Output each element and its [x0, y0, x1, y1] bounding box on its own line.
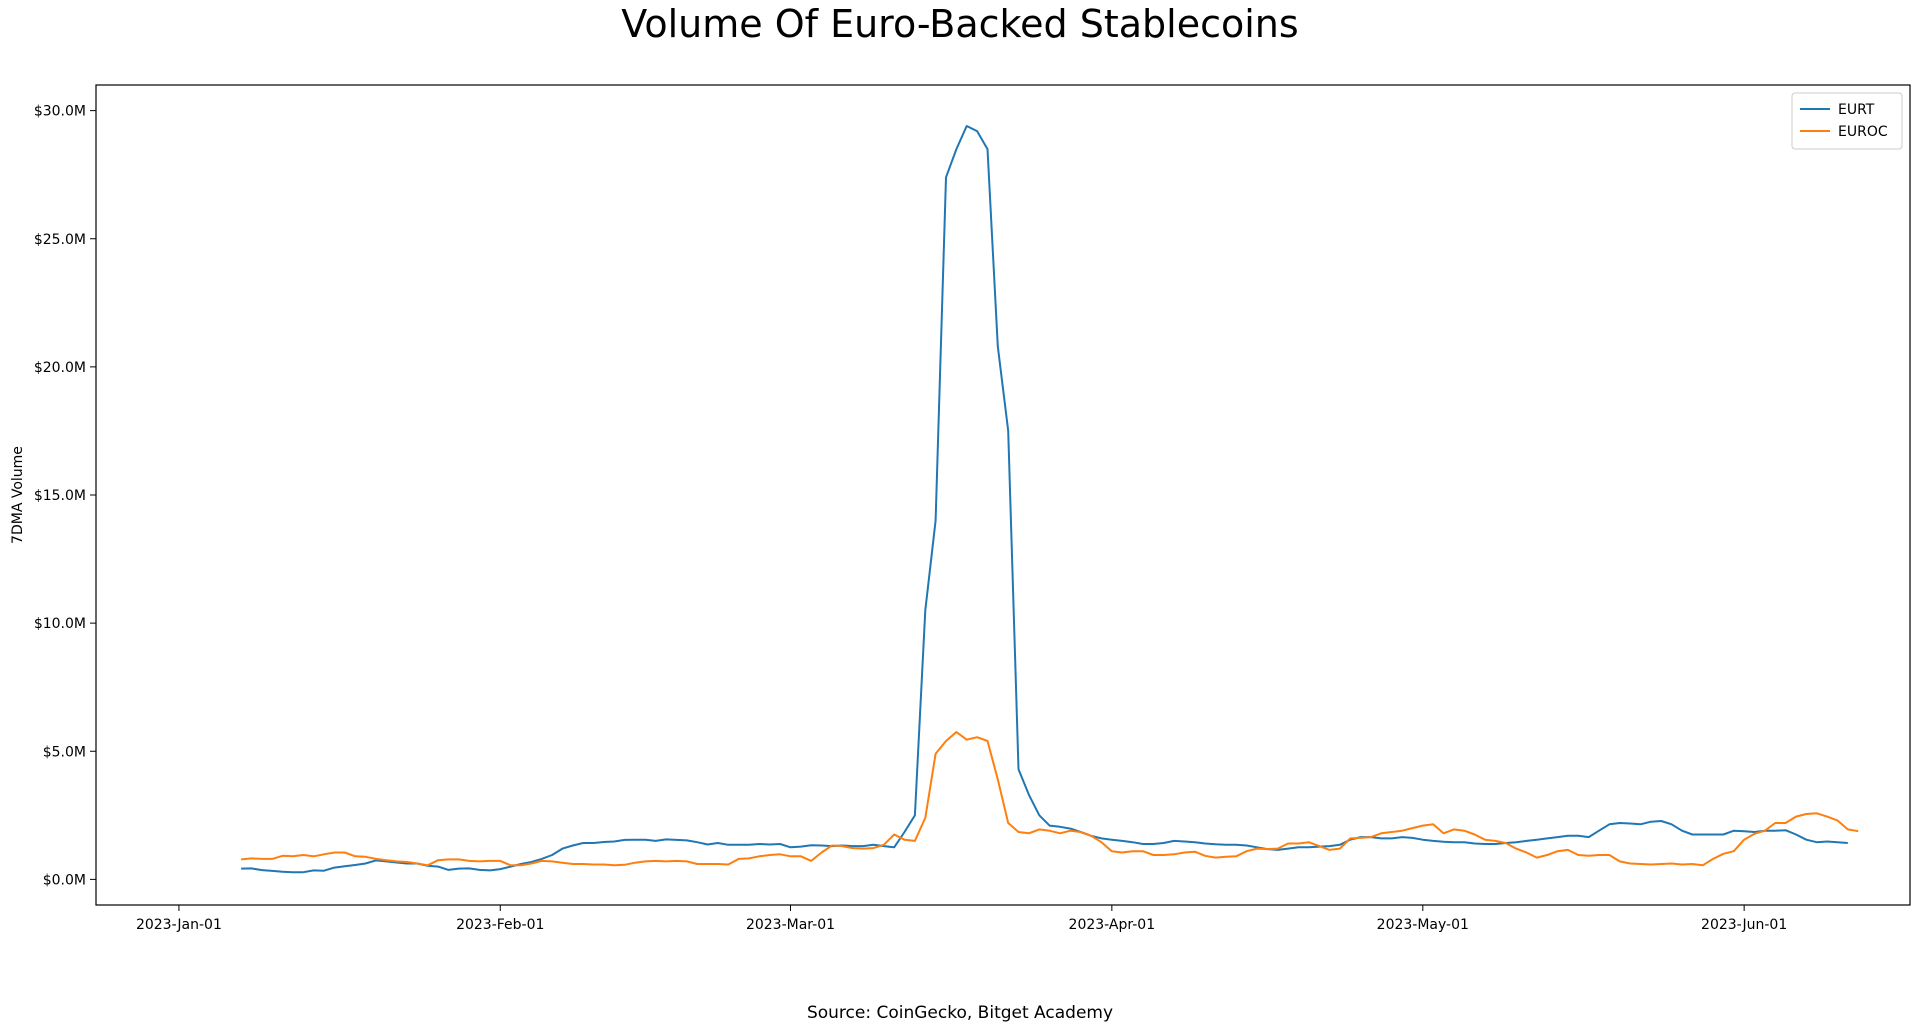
y-tick-label: $5.0M — [43, 744, 86, 760]
x-tick-label: 2023-Jun-01 — [1701, 917, 1787, 933]
x-axis-ticks: 2023-Jan-01 2023-Feb-01 2023-Mar-01 2023-Ap… — [136, 905, 1787, 933]
chart-source: Source: CoinGecko, Bitget Academy — [806, 1003, 1114, 1023]
legend: EURT EUROC — [1791, 92, 1903, 150]
y-tick-label: $20.0M — [34, 360, 86, 376]
y-axis-ticks: $0.0M $5.0M $10.0M $15.0M $20.0M $25.0M $30.0M — [34, 104, 96, 888]
y-tick-label: $25.0M — [34, 232, 86, 248]
x-tick-label: 2023-Apr-01 — [1069, 917, 1156, 933]
series-line-euroc — [241, 731, 1859, 867]
legend-label-eurt: EURT — [1838, 102, 1875, 118]
x-tick-label: 2023-May-01 — [1377, 917, 1469, 933]
y-tick-label: $15.0M — [34, 488, 86, 504]
y-tick-label: $10.0M — [34, 616, 86, 632]
x-tick-label: 2023-Mar-01 — [746, 917, 835, 933]
legend-label-euroc: EUROC — [1838, 124, 1888, 140]
y-tick-label: $30.0M — [34, 104, 86, 120]
x-tick-label: 2023-Feb-01 — [456, 917, 544, 933]
legend-box — [1791, 92, 1903, 150]
y-axis-label: 7DMA Volume — [10, 446, 26, 544]
y-tick-label: $0.0M — [43, 872, 86, 888]
plot-frame — [95, 84, 1911, 906]
series-line-eurt — [241, 125, 1848, 874]
chart-title: Volume Of Euro-Backed Stablecoins — [621, 2, 1299, 46]
x-tick-label: 2023-Jan-01 — [136, 917, 222, 933]
series-lines — [241, 125, 1859, 874]
